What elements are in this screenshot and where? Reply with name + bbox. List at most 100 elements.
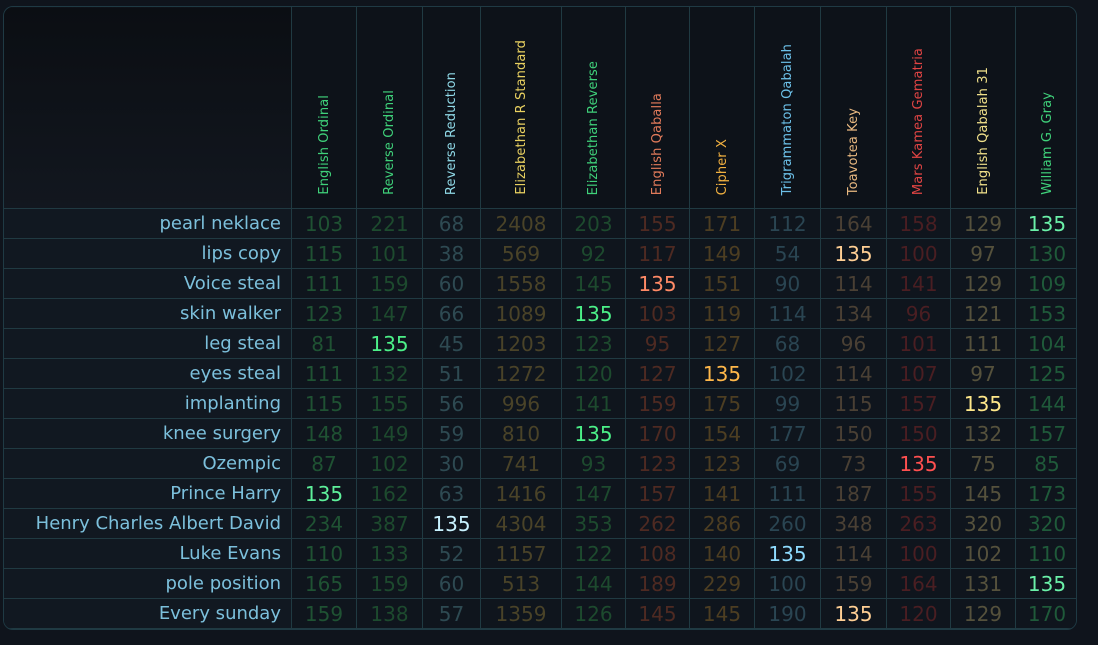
- value-cell[interactable]: 111: [950, 328, 1016, 359]
- value-cell[interactable]: 57: [422, 598, 481, 629]
- value-cell[interactable]: 141: [886, 268, 951, 299]
- row-label[interactable]: Voice steal: [4, 268, 292, 299]
- value-cell[interactable]: 102: [356, 448, 423, 479]
- value-cell[interactable]: 100: [754, 568, 821, 599]
- value-cell[interactable]: 99: [754, 388, 821, 419]
- value-cell[interactable]: 1272: [480, 358, 562, 389]
- value-cell[interactable]: 140: [689, 538, 755, 569]
- value-cell[interactable]: 569: [480, 238, 562, 269]
- value-cell[interactable]: 132: [356, 358, 423, 389]
- column-header[interactable]: Reverse Reduction: [422, 7, 481, 209]
- value-cell[interactable]: 162: [356, 478, 423, 509]
- value-cell[interactable]: 513: [480, 568, 562, 599]
- highlight-value-cell[interactable]: 135: [950, 388, 1016, 419]
- column-header[interactable]: Reverse Ordinal: [356, 7, 423, 209]
- value-cell[interactable]: 353: [561, 508, 626, 539]
- value-cell[interactable]: 144: [561, 568, 626, 599]
- highlight-value-cell[interactable]: 135: [422, 508, 481, 539]
- value-cell[interactable]: 1203: [480, 328, 562, 359]
- value-cell[interactable]: 1157: [480, 538, 562, 569]
- value-cell[interactable]: 73: [820, 448, 887, 479]
- highlight-value-cell[interactable]: 135: [886, 448, 951, 479]
- value-cell[interactable]: 69: [754, 448, 821, 479]
- highlight-value-cell[interactable]: 135: [689, 358, 755, 389]
- value-cell[interactable]: 30: [422, 448, 481, 479]
- value-cell[interactable]: 96: [886, 298, 951, 329]
- highlight-value-cell[interactable]: 135: [820, 598, 887, 629]
- value-cell[interactable]: 103: [291, 208, 357, 239]
- value-cell[interactable]: 127: [625, 358, 690, 389]
- value-cell[interactable]: 97: [950, 358, 1016, 389]
- value-cell[interactable]: 123: [689, 448, 755, 479]
- value-cell[interactable]: 107: [886, 358, 951, 389]
- value-cell[interactable]: 81: [291, 328, 357, 359]
- highlight-value-cell[interactable]: 135: [561, 298, 626, 329]
- value-cell[interactable]: 155: [886, 478, 951, 509]
- value-cell[interactable]: 59: [422, 418, 481, 449]
- value-cell[interactable]: 45: [422, 328, 481, 359]
- row-label[interactable]: pearl neklace: [4, 208, 292, 239]
- value-cell[interactable]: 120: [561, 358, 626, 389]
- value-cell[interactable]: 102: [754, 358, 821, 389]
- value-cell[interactable]: 151: [689, 268, 755, 299]
- value-cell[interactable]: 141: [689, 478, 755, 509]
- value-cell[interactable]: 4304: [480, 508, 562, 539]
- value-cell[interactable]: 234: [291, 508, 357, 539]
- row-label[interactable]: Every sunday: [4, 598, 292, 629]
- row-label[interactable]: skin walker: [4, 298, 292, 329]
- value-cell[interactable]: 159: [291, 598, 357, 629]
- value-cell[interactable]: 129: [950, 598, 1016, 629]
- row-label[interactable]: lips copy: [4, 238, 292, 269]
- value-cell[interactable]: 159: [820, 568, 887, 599]
- value-cell[interactable]: 145: [689, 598, 755, 629]
- value-cell[interactable]: 111: [291, 358, 357, 389]
- highlight-value-cell[interactable]: 135: [356, 328, 423, 359]
- value-cell[interactable]: 138: [356, 598, 423, 629]
- value-cell[interactable]: 155: [625, 208, 690, 239]
- highlight-value-cell[interactable]: 135: [561, 418, 626, 449]
- row-label[interactable]: Henry Charles Albert David: [4, 508, 292, 539]
- column-header[interactable]: Elizabethan R Standard: [480, 7, 562, 209]
- value-cell[interactable]: 111: [754, 478, 821, 509]
- value-cell[interactable]: 129: [950, 268, 1016, 299]
- value-cell[interactable]: 93: [561, 448, 626, 479]
- value-cell[interactable]: 87: [291, 448, 357, 479]
- row-label[interactable]: eyes steal: [4, 358, 292, 389]
- value-cell[interactable]: 262: [625, 508, 690, 539]
- value-cell[interactable]: 159: [356, 268, 423, 299]
- value-cell[interactable]: 51: [422, 358, 481, 389]
- value-cell[interactable]: 263: [886, 508, 951, 539]
- value-cell[interactable]: 38: [422, 238, 481, 269]
- value-cell[interactable]: 157: [886, 388, 951, 419]
- value-cell[interactable]: 126: [561, 598, 626, 629]
- value-cell[interactable]: 119: [689, 298, 755, 329]
- value-cell[interactable]: 114: [820, 268, 887, 299]
- value-cell[interactable]: 177: [754, 418, 821, 449]
- value-cell[interactable]: 110: [291, 538, 357, 569]
- highlight-value-cell[interactable]: 135: [291, 478, 357, 509]
- value-cell[interactable]: 149: [689, 238, 755, 269]
- value-cell[interactable]: 131: [950, 568, 1016, 599]
- row-label[interactable]: Ozempic: [4, 448, 292, 479]
- row-label[interactable]: Prince Harry: [4, 478, 292, 509]
- value-cell[interactable]: 85: [1015, 448, 1076, 479]
- row-label[interactable]: implanting: [4, 388, 292, 419]
- value-cell[interactable]: 159: [356, 568, 423, 599]
- value-cell[interactable]: 129: [950, 208, 1016, 239]
- value-cell[interactable]: 229: [689, 568, 755, 599]
- value-cell[interactable]: 1558: [480, 268, 562, 299]
- column-header[interactable]: Toavotea Key: [820, 7, 887, 209]
- value-cell[interactable]: 159: [625, 388, 690, 419]
- value-cell[interactable]: 68: [754, 328, 821, 359]
- value-cell[interactable]: 109: [1015, 268, 1076, 299]
- value-cell[interactable]: 114: [820, 358, 887, 389]
- highlight-value-cell[interactable]: 135: [754, 538, 821, 569]
- value-cell[interactable]: 100: [886, 238, 951, 269]
- row-label[interactable]: leg steal: [4, 328, 292, 359]
- value-cell[interactable]: 158: [886, 208, 951, 239]
- value-cell[interactable]: 190: [754, 598, 821, 629]
- value-cell[interactable]: 170: [1015, 598, 1076, 629]
- value-cell[interactable]: 320: [1015, 508, 1076, 539]
- value-cell[interactable]: 810: [480, 418, 562, 449]
- value-cell[interactable]: 286: [689, 508, 755, 539]
